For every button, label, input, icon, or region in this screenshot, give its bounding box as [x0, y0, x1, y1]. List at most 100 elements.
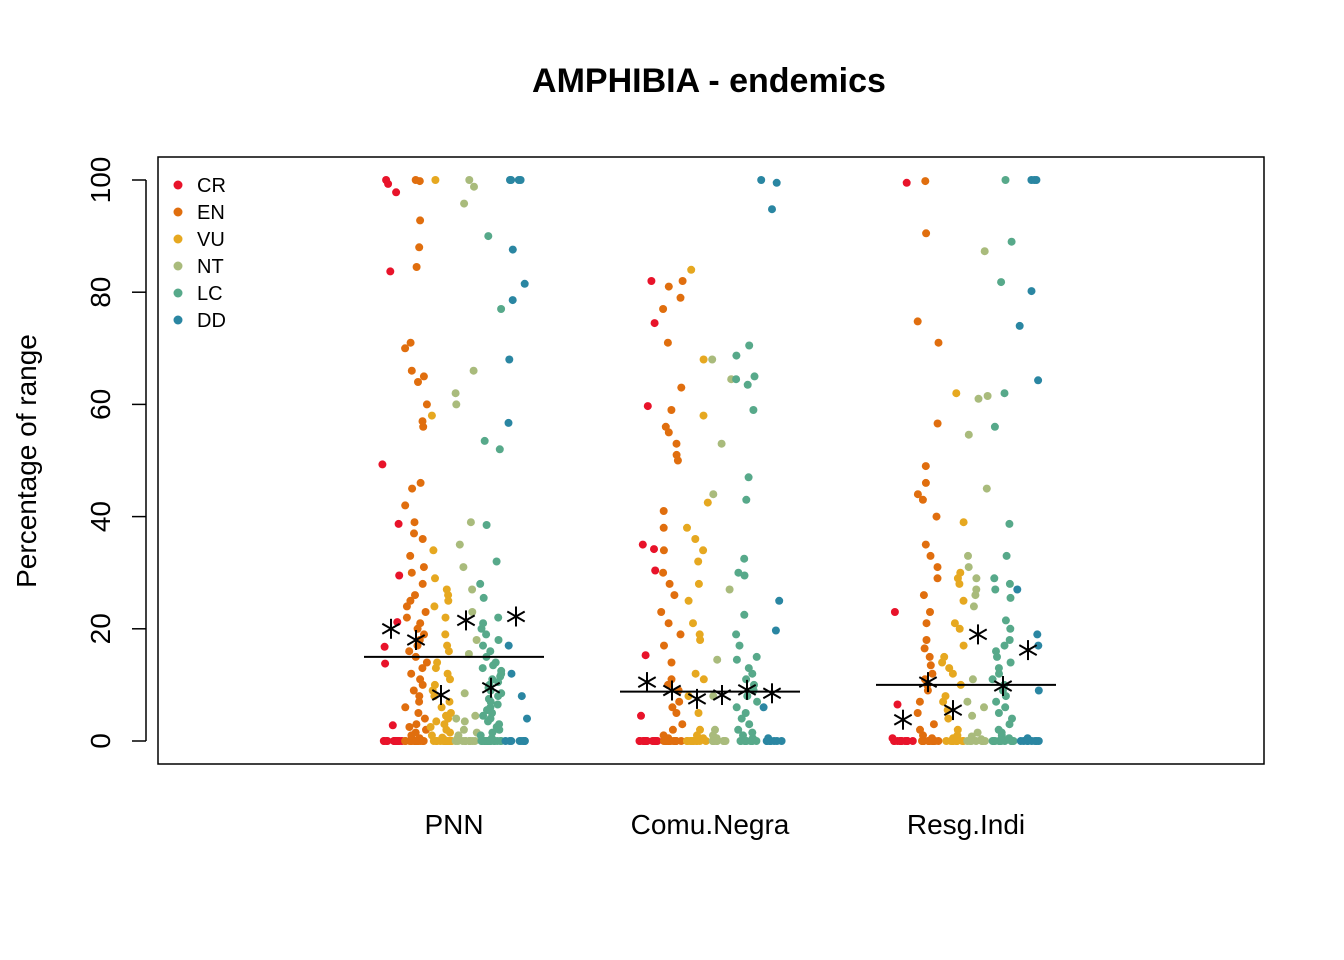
- data-point: [922, 229, 931, 238]
- data-point: [717, 439, 726, 448]
- data-point: [672, 439, 681, 448]
- data-point: [689, 619, 697, 628]
- legend-label: VU: [197, 229, 225, 251]
- data-point: [419, 372, 428, 381]
- data-point: [734, 568, 743, 577]
- data-point: [745, 720, 754, 729]
- data-point: [973, 728, 982, 737]
- data-point: [752, 652, 761, 661]
- chart-title: AMPHIBIA - endemics: [532, 62, 886, 100]
- y-tick-label: 80: [85, 277, 116, 308]
- legend-swatch: [173, 180, 183, 190]
- data-point: [925, 652, 934, 661]
- data-point: [497, 305, 506, 313]
- mean-marker: [406, 630, 426, 650]
- data-point: [1001, 703, 1010, 712]
- data-point: [663, 338, 672, 347]
- data-point: [482, 521, 491, 529]
- data-point: [1000, 641, 1009, 650]
- mean-markers: [381, 606, 1038, 730]
- data-point: [964, 563, 973, 572]
- data-point: [968, 675, 977, 684]
- data-points: [378, 176, 1043, 745]
- data-point: [920, 644, 929, 653]
- data-point: [392, 188, 401, 197]
- data-point: [683, 523, 691, 532]
- data-point: [897, 737, 906, 745]
- data-point: [926, 608, 934, 616]
- data-point: [494, 613, 503, 622]
- data-point: [675, 697, 684, 706]
- data-point: [744, 473, 753, 482]
- data-point: [721, 737, 730, 745]
- data-point: [432, 717, 441, 726]
- data-point: [742, 675, 751, 684]
- data-point: [964, 430, 973, 439]
- y-tick-label: 40: [85, 501, 116, 532]
- data-point: [520, 737, 529, 745]
- data-point: [416, 619, 425, 628]
- data-point: [661, 422, 670, 431]
- data-point: [748, 728, 757, 737]
- data-point: [934, 338, 943, 347]
- data-point: [734, 725, 743, 734]
- data-point: [416, 675, 425, 684]
- legend-swatch: [173, 315, 183, 325]
- data-point: [452, 714, 461, 723]
- data-point: [699, 734, 708, 743]
- data-point: [402, 613, 411, 622]
- data-point: [691, 535, 700, 543]
- data-point: [676, 293, 685, 302]
- data-point: [926, 661, 935, 670]
- mean-marker: [481, 677, 501, 698]
- data-point: [668, 725, 677, 734]
- mean-marker: [687, 688, 707, 709]
- data-point: [740, 571, 749, 580]
- data-point: [495, 720, 504, 729]
- data-point: [959, 518, 968, 527]
- data-point: [493, 700, 502, 709]
- mean-marker: [993, 676, 1013, 696]
- data-point: [410, 518, 419, 527]
- data-point: [430, 680, 439, 689]
- data-point: [974, 394, 983, 403]
- data-point: [709, 490, 718, 499]
- data-point: [667, 675, 676, 684]
- mean-marker: [431, 685, 451, 705]
- data-point: [505, 355, 514, 364]
- data-point: [913, 490, 922, 499]
- data-point: [740, 610, 749, 619]
- data-point: [1005, 579, 1014, 588]
- data-point: [411, 176, 420, 184]
- data-point: [497, 689, 506, 698]
- data-point: [659, 523, 668, 532]
- data-point: [441, 613, 450, 622]
- data-point: [684, 596, 693, 605]
- data-point: [908, 737, 917, 745]
- data-point: [977, 735, 986, 744]
- data-point: [418, 579, 427, 588]
- data-point: [1033, 630, 1042, 639]
- data-point: [426, 723, 435, 731]
- mean-marker: [737, 679, 757, 700]
- y-tick-label: 60: [85, 389, 116, 420]
- data-point: [507, 669, 516, 678]
- data-point: [676, 630, 685, 639]
- data-point: [451, 389, 460, 398]
- data-point: [415, 697, 424, 706]
- data-point: [1005, 636, 1014, 644]
- data-point: [460, 689, 469, 698]
- data-point: [460, 717, 469, 726]
- data-point: [416, 216, 425, 225]
- data-point: [415, 692, 424, 701]
- data-point: [517, 692, 526, 701]
- data-point: [928, 669, 937, 678]
- data-point: [1008, 714, 1016, 723]
- data-point: [414, 378, 422, 386]
- data-point: [928, 734, 936, 743]
- data-point: [916, 725, 924, 734]
- data-point: [980, 703, 988, 712]
- data-point: [1006, 658, 1015, 667]
- plot-frame: [157, 156, 1265, 765]
